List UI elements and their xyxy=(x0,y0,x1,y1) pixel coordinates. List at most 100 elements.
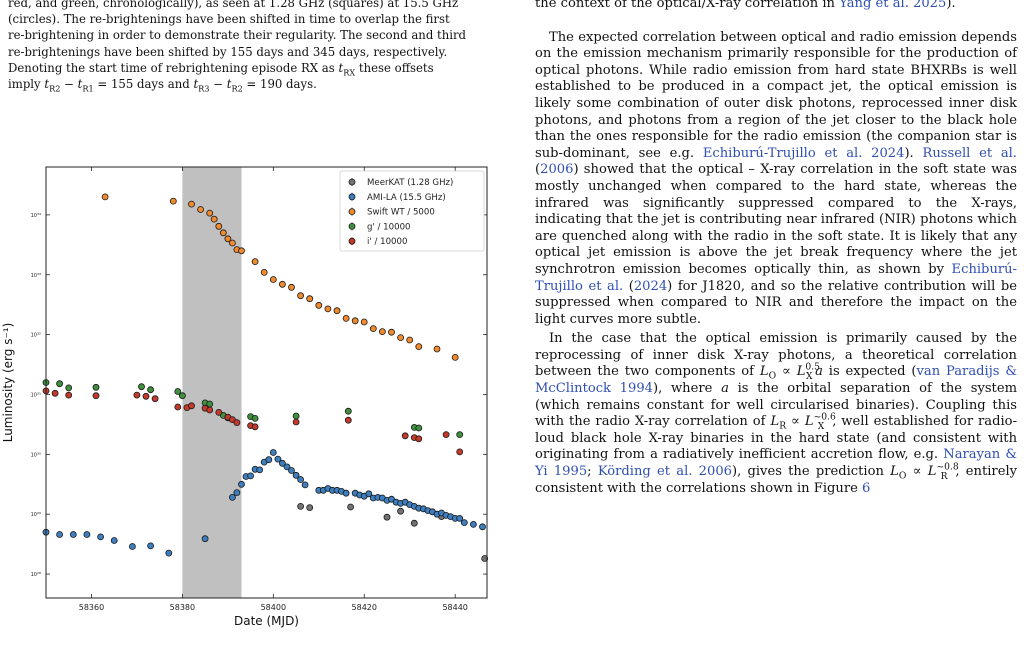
data-point xyxy=(215,222,223,230)
data-point xyxy=(69,531,77,538)
caption-line: (circles). The re-brightenings have been… xyxy=(8,12,450,27)
legend-marker xyxy=(348,237,356,245)
data-point xyxy=(388,328,395,336)
plot-frame xyxy=(45,166,488,599)
paragraph-2: In the case that the optical emission is… xyxy=(535,331,1018,496)
paragraph-1: The expected correlation between optical… xyxy=(535,29,1017,327)
data-point xyxy=(133,391,141,399)
data-point xyxy=(251,258,259,265)
light-curve-chart: 58360 58380 58400 58420 58440 10²⁸ 10²⁹ 10³⁰ 10³… xyxy=(1,166,489,628)
data-point xyxy=(481,555,489,562)
data-point xyxy=(324,305,332,313)
data-point xyxy=(147,542,155,550)
y-tick-label: 10²⁹ xyxy=(31,512,41,518)
data-point xyxy=(278,280,286,288)
data-point xyxy=(347,503,355,511)
data-point xyxy=(456,431,464,439)
legend-entry: i' / 10000 xyxy=(367,237,407,247)
citation-link[interactable]: 2006 xyxy=(540,162,574,178)
legend-marker xyxy=(348,223,356,230)
x-tick-label: 58400 xyxy=(261,603,286,612)
data-point xyxy=(56,531,63,538)
light-curve-figure: 58360 58380 58400 58420 58440 10²⁸ 10²⁹ 10³⁰ 10³… xyxy=(0,150,490,652)
citation-link[interactable]: Yang et al. 2025 xyxy=(839,0,947,11)
citation-link[interactable]: Narayan & Yi 1995 xyxy=(535,447,1017,480)
legend-marker xyxy=(348,193,356,201)
data-point xyxy=(92,392,100,400)
data-point xyxy=(228,239,236,247)
data-point xyxy=(397,334,405,342)
data-point xyxy=(383,513,391,521)
data-point xyxy=(256,466,264,474)
data-point xyxy=(251,414,259,422)
data-point xyxy=(188,402,195,410)
data-point xyxy=(197,206,205,213)
y-tick-label: 10³⁴ xyxy=(31,213,41,219)
data-point xyxy=(83,531,91,538)
data-point xyxy=(206,406,214,414)
citation-link[interactable]: 6 xyxy=(862,480,871,496)
data-point xyxy=(65,384,73,392)
data-point xyxy=(206,209,214,217)
chart-legend: MeerKAT (1.28 GHz) AMI-LA (15.5 GHz) Swift… xyxy=(339,170,485,252)
x-tick-label: 58380 xyxy=(170,603,195,612)
data-point xyxy=(333,307,341,315)
data-point xyxy=(306,295,314,303)
data-point xyxy=(283,463,291,471)
legend-entry: Swift WT / 5000 xyxy=(367,208,435,218)
data-point xyxy=(260,269,268,276)
data-point xyxy=(297,502,305,510)
data-point xyxy=(233,419,241,427)
x-tick-label: 58360 xyxy=(79,603,104,612)
data-point xyxy=(315,301,323,309)
data-point xyxy=(169,197,177,205)
legend-entry: g' / 10000 xyxy=(367,222,411,232)
y-tick-label: 10³² xyxy=(31,333,41,339)
data-point xyxy=(297,476,305,483)
x-axis-label: Date (MJD) xyxy=(234,614,299,628)
citation-link[interactable]: Körding et al. 2006 xyxy=(597,464,732,480)
data-point xyxy=(178,392,186,400)
data-point xyxy=(188,200,195,208)
caption-line: imply tR2 − tR1 = 155 days and tR3 − tR2… xyxy=(8,77,317,94)
data-point xyxy=(269,449,277,456)
data-point xyxy=(147,386,155,394)
data-point xyxy=(342,314,350,322)
citation-link[interactable]: Echiburú-Trujillo et al. xyxy=(535,261,1017,294)
data-point xyxy=(224,235,232,243)
data-point xyxy=(442,431,450,439)
data-point xyxy=(265,456,273,464)
data-point xyxy=(351,317,359,325)
legend-marker xyxy=(348,208,356,215)
data-point xyxy=(344,416,352,424)
data-point xyxy=(301,481,309,489)
y-tick-label: 10²⁸ xyxy=(31,572,41,578)
shaded-band xyxy=(182,167,242,598)
citation-link[interactable]: van Paradijs & McClintock 1994 xyxy=(535,364,1017,397)
data-point xyxy=(410,519,418,527)
data-point xyxy=(415,424,423,432)
caption-line: re-brightenings have been shifted by 155… xyxy=(8,44,448,59)
data-point xyxy=(406,336,414,344)
data-point xyxy=(233,489,241,497)
x-tick-label: 58420 xyxy=(352,603,377,612)
chart-marks xyxy=(42,193,489,562)
data-point xyxy=(151,395,159,403)
data-point xyxy=(174,388,182,395)
data-point xyxy=(469,520,477,528)
data-point xyxy=(292,412,300,420)
y-tick-label: 10³⁰ xyxy=(31,452,41,458)
data-point xyxy=(174,403,182,411)
legend-entry: AMI-LA (15.5 GHz) xyxy=(367,193,446,203)
legend-entry: MeerKAT (1.28 GHz) xyxy=(367,178,453,188)
data-point xyxy=(97,533,104,541)
data-point xyxy=(228,493,236,501)
data-point xyxy=(165,549,173,557)
data-point xyxy=(288,283,295,291)
data-point xyxy=(306,504,314,512)
citation-link[interactable]: 2024 xyxy=(633,278,668,294)
citation-link[interactable]: Russell et al. xyxy=(922,145,1017,161)
citation-link[interactable]: Echiburú-Trujillo et al. 2024 xyxy=(702,145,905,161)
data-point xyxy=(456,448,464,456)
caption-line: Denoting the start time of rebrightening… xyxy=(8,60,434,78)
